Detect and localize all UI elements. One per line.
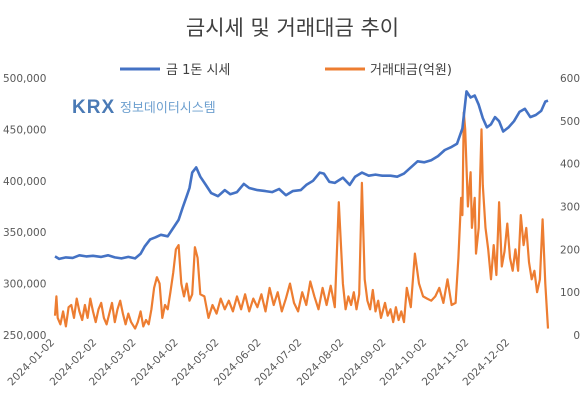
y-left-tick-label: 400,000 xyxy=(3,176,46,188)
chart-title: 금시세 및 거래대금 추이 xyxy=(185,16,400,40)
y-right-tick-label: 500 xyxy=(560,116,580,128)
y-right-tick-label: 300 xyxy=(560,202,580,214)
y-left-tick-label: 500,000 xyxy=(3,73,46,85)
y-right-tick-label: 100 xyxy=(560,287,580,299)
y-right-tick-label: 400 xyxy=(560,159,580,171)
y-right-tick-label: 0 xyxy=(573,330,580,342)
y-right-tick-label: 600 xyxy=(560,73,580,85)
watermark: KRX 정보데이터시스템 xyxy=(72,97,216,118)
y-left-tick-label: 450,000 xyxy=(3,124,46,136)
y-left-tick-label: 250,000 xyxy=(3,330,46,342)
legend: 금 1돈 시세 거래대금(억원) xyxy=(120,63,452,78)
watermark-text: 정보데이터시스템 xyxy=(120,101,216,116)
series-line-gold-price xyxy=(54,90,549,261)
y-right-tick-label: 200 xyxy=(560,244,580,256)
legend-label-gold-price: 금 1돈 시세 xyxy=(166,63,230,78)
watermark-krx-logo: KRX xyxy=(72,97,115,118)
y-left-tick-label: 300,000 xyxy=(3,279,46,291)
legend-label-trading-value: 거래대금(억원) xyxy=(370,63,452,78)
series-line-trading-value xyxy=(53,111,550,330)
y-left-tick-label: 350,000 xyxy=(3,227,46,239)
